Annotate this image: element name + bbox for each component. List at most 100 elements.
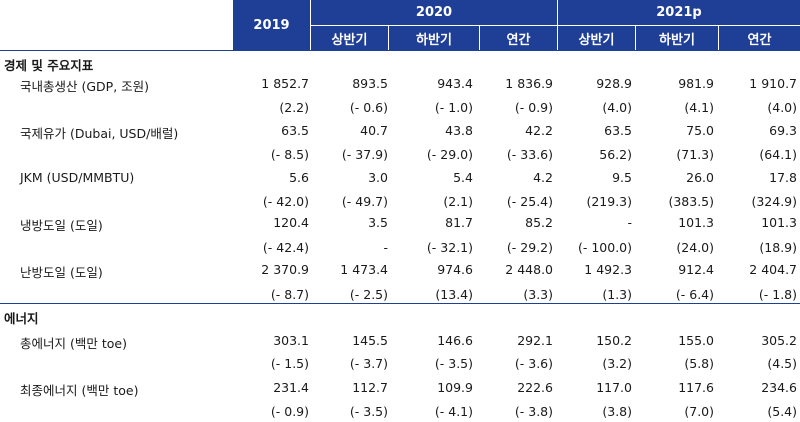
value-cell: 981.9: [678, 76, 714, 91]
change-rate-cell: (- 0.6): [349, 100, 388, 115]
change-rate-cell: (- 3.5): [349, 404, 388, 419]
change-rate-cell: (- 1.8): [758, 287, 797, 302]
change-rate-cell: (1.3): [602, 287, 632, 302]
subheader-2021p-h1: 상반기: [558, 26, 635, 50]
row-label: JKM (USD/MMBTU): [20, 170, 135, 185]
row-label: 난방도일 (도일): [20, 265, 103, 280]
subheader-2021p-h2: 하반기: [636, 26, 718, 50]
value-cell: 63.5: [604, 123, 632, 138]
value-cell: 1 473.4: [340, 262, 388, 277]
change-rate-cell: (- 3.7): [349, 356, 388, 371]
change-rate-cell: (- 1.5): [270, 356, 309, 371]
change-rate-cell: (- 3.5): [434, 356, 473, 371]
change-rate-cell: 56.2): [599, 147, 632, 162]
change-rate-cell: (- 32.1): [426, 240, 473, 255]
change-rate-cell: (4.0): [767, 100, 797, 115]
year-header-2020: 2020: [311, 0, 557, 25]
row-label: 국제유가 (Dubai, USD/배럴): [20, 126, 179, 141]
change-rate-cell: (4.1): [684, 100, 714, 115]
change-rate-cell: (- 29.2): [506, 240, 553, 255]
value-cell: 117.0: [596, 380, 632, 395]
change-rate-cell: (3.2): [602, 356, 632, 371]
subheader-label: 상반기: [578, 32, 615, 48]
change-rate-cell: (- 4.1): [434, 404, 473, 419]
value-cell: 40.7: [360, 123, 388, 138]
value-cell: 1 836.9: [505, 76, 553, 91]
change-rate-cell: (- 42.4): [262, 240, 309, 255]
section-title-energy: 에너지: [4, 311, 39, 326]
subheader-2020-h2: 하반기: [389, 26, 479, 50]
subheader-label: 하반기: [416, 32, 452, 48]
change-rate-cell: (- 37.9): [341, 147, 388, 162]
value-cell: 101.3: [678, 215, 714, 230]
value-cell: 155.0: [678, 333, 714, 348]
value-cell: 3.0: [368, 170, 388, 185]
change-rate-cell: (- 29.0): [426, 147, 473, 162]
row-label: 냉방도일 (도일): [20, 218, 103, 233]
change-rate-cell: (3.8): [602, 404, 632, 419]
year-label-2021p: 2021p: [656, 5, 702, 20]
change-rate-cell: (5.8): [684, 356, 714, 371]
value-cell: 85.2: [525, 215, 553, 230]
value-cell: 292.1: [517, 333, 553, 348]
change-rate-cell: (- 49.7): [341, 194, 388, 209]
value-cell: 101.3: [761, 215, 797, 230]
change-rate-cell: (2.1): [443, 194, 473, 209]
change-rate-cell: (324.9): [751, 194, 797, 209]
subheader-label: 연간: [747, 32, 772, 48]
value-cell: 5.4: [453, 170, 473, 185]
year-label-2020: 2020: [415, 5, 453, 20]
section-title-economy: 경제 및 주요지표: [4, 58, 94, 73]
change-rate-cell: (- 100.0): [577, 240, 632, 255]
subheader-2020-annual: 연간: [480, 26, 557, 50]
value-cell: 9.5: [612, 170, 632, 185]
value-cell: 112.7: [352, 380, 388, 395]
change-rate-cell: (13.4): [435, 287, 473, 302]
value-cell: 42.2: [525, 123, 553, 138]
subheader-label: 상반기: [331, 32, 368, 48]
change-rate-cell: (18.9): [759, 240, 797, 255]
subheader-2020-h1: 상반기: [311, 26, 388, 50]
change-rate-cell: (- 8.5): [270, 147, 309, 162]
change-rate-cell: (- 8.7): [270, 287, 309, 302]
row-label: 국내총생산 (GDP, 조원): [20, 79, 150, 94]
change-rate-cell: (219.3): [586, 194, 632, 209]
change-rate-cell: (383.5): [668, 194, 714, 209]
subheader-label: 연간: [506, 32, 531, 48]
value-cell: 303.1: [273, 333, 309, 348]
value-cell: 3.5: [368, 215, 388, 230]
row-label: 최종에너지 (백만 toe): [20, 383, 139, 398]
value-cell: 17.8: [769, 170, 797, 185]
value-cell: 26.0: [686, 170, 714, 185]
change-rate-cell: (3.3): [523, 287, 553, 302]
value-cell: 2 448.0: [505, 262, 553, 277]
value-cell: 150.2: [596, 333, 632, 348]
value-cell: 222.6: [517, 380, 553, 395]
value-cell: 1 910.7: [749, 76, 797, 91]
year-header-2019: 2019: [233, 0, 310, 50]
value-cell: 1 492.3: [584, 262, 632, 277]
change-rate-cell: (7.0): [684, 404, 714, 419]
year-header-2021p: 2021p: [558, 0, 800, 25]
value-cell: 2 404.7: [749, 262, 797, 277]
change-rate-cell: -: [383, 240, 388, 255]
change-rate-cell: (- 25.4): [506, 194, 553, 209]
change-rate-cell: (4.5): [767, 356, 797, 371]
change-rate-cell: (4.0): [602, 100, 632, 115]
subheader-label: 하반기: [659, 32, 695, 48]
header-bottom-rule: [0, 50, 800, 51]
subheader-2021p-annual: 연간: [719, 26, 800, 50]
value-cell: 117.6: [678, 380, 714, 395]
change-rate-cell: (- 3.6): [514, 356, 553, 371]
change-rate-cell: (- 42.0): [262, 194, 309, 209]
year-label-2019: 2019: [253, 17, 290, 33]
value-cell: 81.7: [445, 215, 473, 230]
value-cell: 43.8: [445, 123, 473, 138]
change-rate-cell: (64.1): [759, 147, 797, 162]
value-cell: 5.6: [289, 170, 309, 185]
value-cell: 145.5: [352, 333, 388, 348]
value-cell: 75.0: [686, 123, 714, 138]
change-rate-cell: (- 1.0): [434, 100, 473, 115]
change-rate-cell: (5.4): [767, 404, 797, 419]
value-cell: 234.6: [761, 380, 797, 395]
